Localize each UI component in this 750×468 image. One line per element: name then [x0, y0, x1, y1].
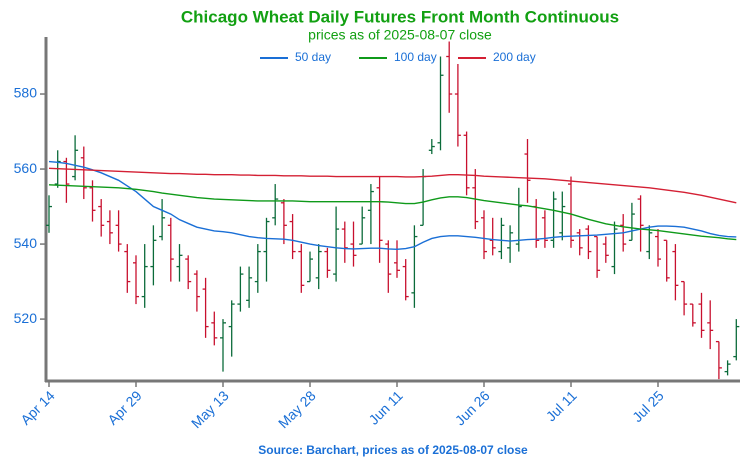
x-tick-label: May 13 [188, 387, 232, 431]
legend-label: 100 day [394, 50, 437, 64]
chart-subtitle: prices as of 2025-08-07 close [308, 27, 492, 43]
y-tick-label: 540 [14, 235, 38, 251]
moving-average-line [48, 160, 737, 251]
y-tick-label: 520 [14, 310, 38, 326]
x-tick-label: Apr 29 [104, 387, 145, 428]
y-tick-label: 580 [14, 85, 38, 101]
x-tick-label: Jun 11 [365, 387, 405, 427]
x-tick-label: May 28 [275, 387, 319, 431]
x-tick-label: Jul 11 [543, 387, 580, 424]
x-tick-label: Jun 26 [452, 387, 493, 428]
y-tick-label: 560 [14, 160, 38, 176]
x-tick-label: Jul 25 [629, 387, 667, 425]
moving-average-line [48, 184, 737, 241]
moving-average-line [48, 167, 737, 204]
chart-title: Chicago Wheat Daily Futures Front Month … [181, 7, 619, 26]
legend-label: 200 day [493, 50, 536, 64]
source-note: Source: Barchart, prices as of 2025-08-0… [258, 443, 528, 457]
legend-label: 50 day [295, 50, 331, 64]
x-tick-label: Apr 14 [17, 387, 58, 428]
